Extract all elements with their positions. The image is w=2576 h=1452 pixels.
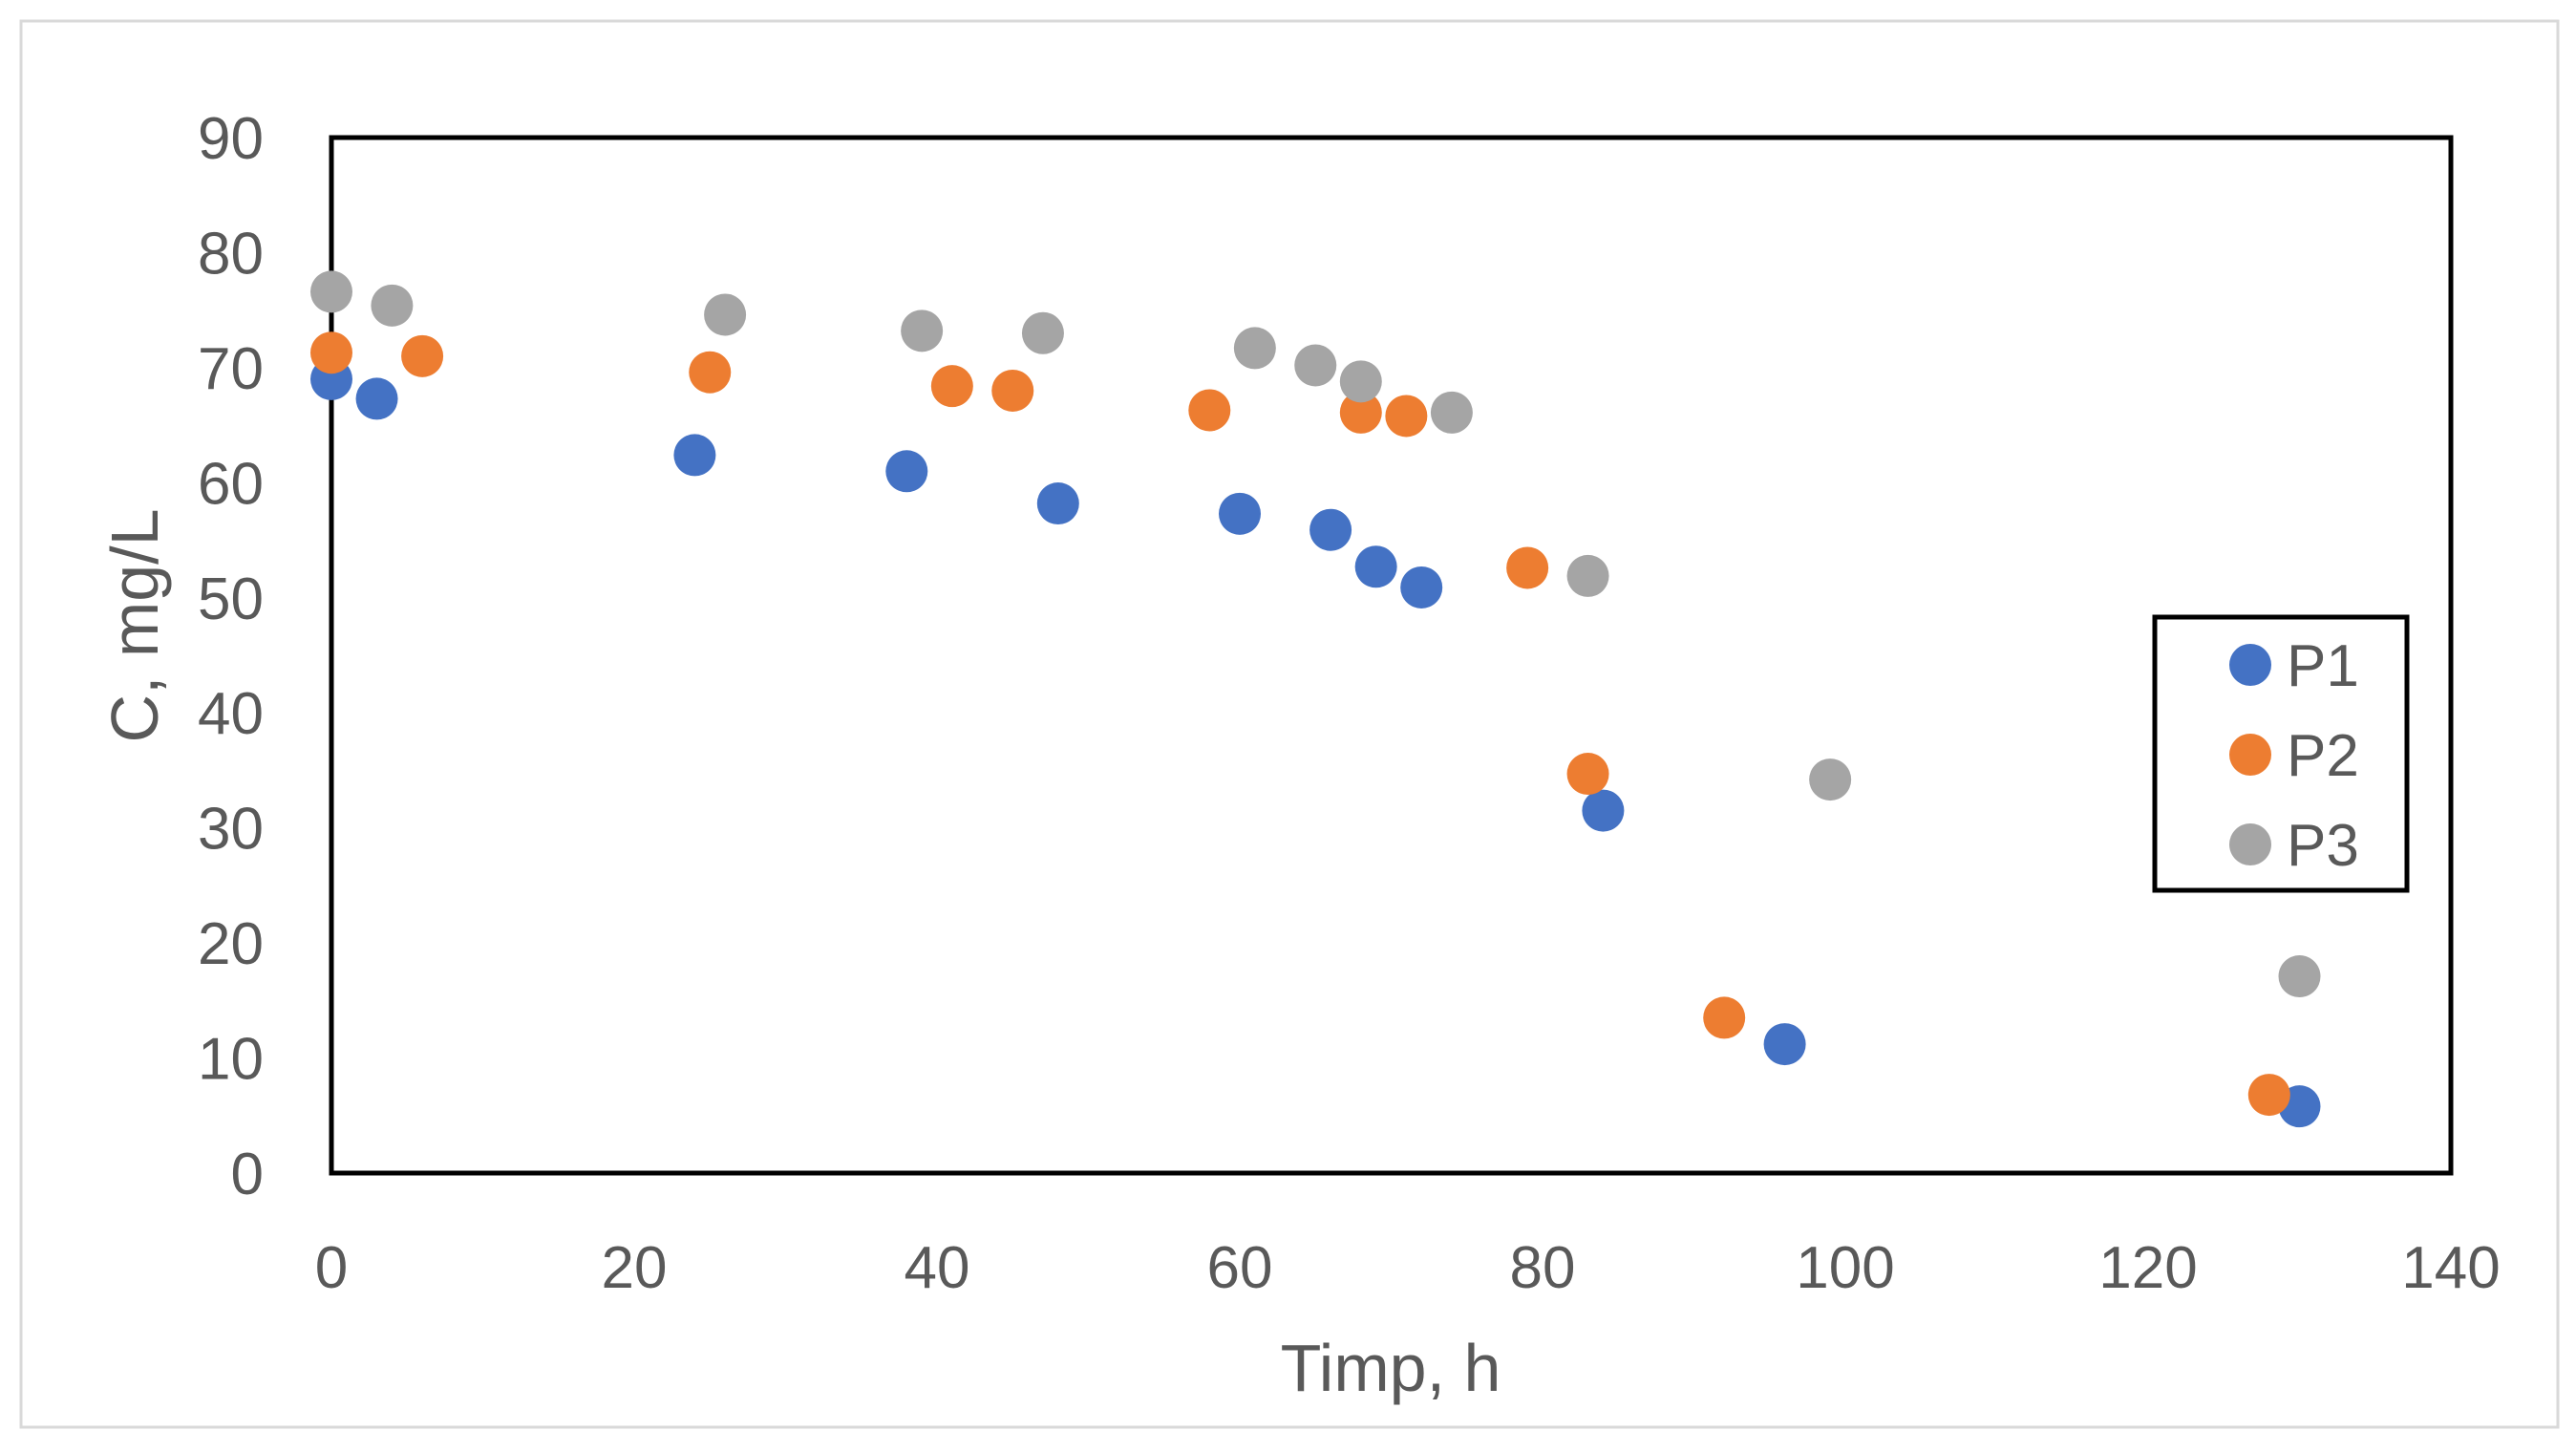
x-tick-label: 80	[1510, 1235, 1576, 1301]
data-point-p1	[885, 450, 928, 493]
y-tick-label: 20	[198, 911, 264, 977]
y-tick-label: 50	[198, 566, 264, 632]
x-tick-label: 0	[315, 1235, 348, 1301]
data-point-p1	[1400, 566, 1443, 609]
x-tick-label: 120	[2098, 1235, 2197, 1301]
data-point-p3	[1430, 391, 1473, 434]
data-point-p3	[1233, 327, 1276, 370]
legend-label-p3: P3	[2287, 813, 2359, 879]
data-point-p3	[371, 284, 414, 327]
data-point-p1	[673, 434, 716, 477]
y-tick-label: 10	[198, 1027, 264, 1093]
data-point-p2	[1506, 546, 1549, 589]
legend-label-p2: P2	[2287, 723, 2359, 789]
data-point-p3	[1294, 344, 1337, 387]
x-tick-label: 140	[2401, 1235, 2500, 1301]
x-tick-label: 20	[602, 1235, 668, 1301]
y-axis-title: C, mg/L	[97, 508, 172, 742]
data-point-p2	[991, 369, 1034, 412]
legend-marker-p1	[2229, 644, 2271, 686]
y-tick-label: 60	[198, 451, 264, 517]
x-axis-title: Timp, h	[1281, 1331, 1501, 1405]
y-tick-label: 0	[231, 1142, 264, 1207]
data-point-p3	[1021, 311, 1064, 354]
legend-marker-p3	[2229, 823, 2271, 865]
y-tick-label: 40	[198, 681, 264, 747]
data-point-p1	[1036, 482, 1079, 525]
data-point-p3	[1809, 758, 1852, 801]
data-point-p1	[1582, 789, 1625, 832]
x-tick-label: 60	[1207, 1235, 1273, 1301]
data-point-p2	[1566, 753, 1609, 796]
data-point-p1	[1354, 545, 1397, 588]
data-point-p2	[1188, 389, 1231, 432]
data-point-p1	[1309, 508, 1352, 551]
data-point-p2	[2247, 1074, 2290, 1117]
data-point-p3	[901, 310, 944, 352]
data-point-p2	[401, 334, 444, 377]
data-point-p3	[1566, 554, 1609, 597]
data-point-p2	[310, 331, 352, 374]
legend: P1 P2 P3	[2152, 614, 2410, 893]
data-point-p2	[1385, 395, 1428, 438]
x-tick-label: 40	[905, 1235, 970, 1301]
data-points	[310, 270, 2321, 1128]
data-point-p3	[2278, 955, 2321, 998]
data-point-p1	[1219, 492, 1261, 535]
legend-marker-p2	[2229, 734, 2271, 776]
data-point-p1	[355, 377, 398, 420]
y-tick-label: 90	[198, 106, 264, 172]
y-tick-label: 80	[198, 221, 264, 287]
data-point-p2	[1703, 996, 1746, 1039]
data-point-p1	[1763, 1023, 1806, 1066]
tick-labels: 0 20 40 60 80 100 120 140 0 10 20 30 40 50 60 70 80 90	[198, 106, 2501, 1301]
legend-box	[2152, 614, 2410, 893]
plot-area	[329, 135, 2454, 1176]
data-point-p3	[310, 270, 352, 313]
data-point-p3	[704, 293, 747, 336]
data-point-p2	[689, 351, 732, 394]
x-tick-label: 100	[1796, 1235, 1894, 1301]
y-tick-label: 70	[198, 336, 264, 402]
data-point-p2	[1339, 391, 1382, 434]
data-point-p3	[1339, 360, 1382, 403]
data-point-p2	[930, 365, 973, 408]
y-tick-label: 30	[198, 797, 264, 863]
legend-label-p1: P1	[2287, 633, 2359, 699]
